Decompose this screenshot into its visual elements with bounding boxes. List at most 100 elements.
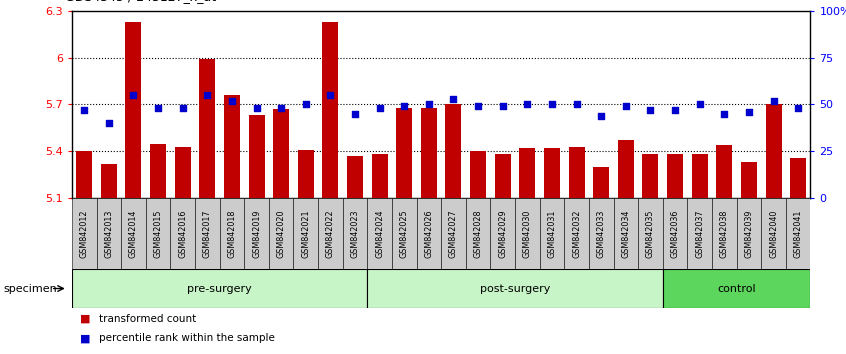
Bar <box>540 198 564 269</box>
Bar <box>662 198 687 269</box>
Point <box>595 113 608 119</box>
Text: post-surgery: post-surgery <box>480 284 550 293</box>
Bar <box>322 22 338 198</box>
Point <box>496 103 509 109</box>
Text: GSM842035: GSM842035 <box>646 209 655 258</box>
Point <box>398 103 411 109</box>
Bar <box>495 154 511 198</box>
Text: GSM842015: GSM842015 <box>154 209 162 258</box>
Bar <box>790 158 806 198</box>
Text: pre-surgery: pre-surgery <box>187 284 252 293</box>
Text: GSM842031: GSM842031 <box>547 210 557 258</box>
Bar <box>72 198 96 269</box>
Bar <box>761 198 786 269</box>
Text: GSM842013: GSM842013 <box>104 210 113 258</box>
Point <box>349 111 362 116</box>
Bar <box>392 198 416 269</box>
Bar <box>544 148 560 198</box>
Point <box>717 111 731 116</box>
Bar <box>642 154 658 198</box>
Text: GSM842029: GSM842029 <box>498 209 508 258</box>
Bar <box>101 164 117 198</box>
Point <box>471 103 485 109</box>
Bar <box>318 198 343 269</box>
Point <box>151 105 165 111</box>
Text: GSM842041: GSM842041 <box>794 210 803 258</box>
Point <box>545 102 558 107</box>
Bar <box>195 198 220 269</box>
Point <box>299 102 312 107</box>
Point <box>644 107 657 113</box>
Bar <box>220 198 244 269</box>
Text: GSM842028: GSM842028 <box>474 209 482 258</box>
Bar <box>741 162 757 198</box>
Bar <box>692 154 708 198</box>
Bar <box>589 198 613 269</box>
Point <box>447 96 460 102</box>
Bar <box>470 151 486 198</box>
Text: GSM842020: GSM842020 <box>277 209 286 258</box>
Point <box>78 107 91 113</box>
Bar <box>515 198 540 269</box>
Point <box>102 120 116 126</box>
Text: GSM842030: GSM842030 <box>523 210 532 258</box>
Text: GSM842019: GSM842019 <box>252 209 261 258</box>
Text: GSM842021: GSM842021 <box>301 209 310 258</box>
Bar <box>224 95 240 198</box>
Bar <box>420 108 437 198</box>
Text: GSM842014: GSM842014 <box>129 210 138 258</box>
Text: specimen: specimen <box>3 284 58 293</box>
Bar <box>442 198 466 269</box>
Text: GSM842034: GSM842034 <box>621 210 630 258</box>
Text: GDS4345 / 243127_x_at: GDS4345 / 243127_x_at <box>64 0 216 3</box>
Text: GSM842026: GSM842026 <box>425 209 433 258</box>
Bar <box>396 108 412 198</box>
Point <box>127 92 140 98</box>
Point <box>570 102 584 107</box>
Bar <box>466 198 491 269</box>
Bar <box>446 104 462 198</box>
Text: GSM842022: GSM842022 <box>326 209 335 258</box>
Point <box>619 103 633 109</box>
Text: percentile rank within the sample: percentile rank within the sample <box>99 333 275 343</box>
Text: GSM842040: GSM842040 <box>769 210 778 258</box>
Bar <box>613 198 638 269</box>
Text: ■: ■ <box>80 314 91 324</box>
Bar <box>294 198 318 269</box>
Bar <box>737 198 761 269</box>
Bar <box>347 156 363 198</box>
Point <box>693 102 706 107</box>
Point <box>373 105 387 111</box>
Bar <box>618 141 634 198</box>
Bar <box>269 198 294 269</box>
Bar <box>76 151 92 198</box>
Bar <box>298 150 314 198</box>
Bar <box>200 59 216 198</box>
Text: transformed count: transformed count <box>99 314 196 324</box>
Bar <box>662 269 810 308</box>
Bar <box>367 198 392 269</box>
Point <box>668 107 682 113</box>
Point <box>520 102 534 107</box>
Bar <box>667 154 683 198</box>
Point <box>324 92 338 98</box>
Bar <box>786 198 810 269</box>
Text: GSM842024: GSM842024 <box>375 209 384 258</box>
Text: GSM842016: GSM842016 <box>179 210 187 258</box>
Text: GSM842037: GSM842037 <box>695 209 704 258</box>
Text: GSM842023: GSM842023 <box>350 209 360 258</box>
Bar <box>416 198 442 269</box>
Text: GSM842025: GSM842025 <box>400 209 409 258</box>
Text: GSM842033: GSM842033 <box>596 210 606 258</box>
Bar <box>717 145 733 198</box>
Point <box>274 105 288 111</box>
Bar <box>491 198 515 269</box>
Bar <box>249 115 265 198</box>
Bar <box>367 269 662 308</box>
Bar <box>125 22 141 198</box>
Point <box>766 98 780 103</box>
Bar <box>96 198 121 269</box>
Bar <box>593 167 609 198</box>
Point <box>176 105 190 111</box>
Text: GSM842032: GSM842032 <box>572 209 581 258</box>
